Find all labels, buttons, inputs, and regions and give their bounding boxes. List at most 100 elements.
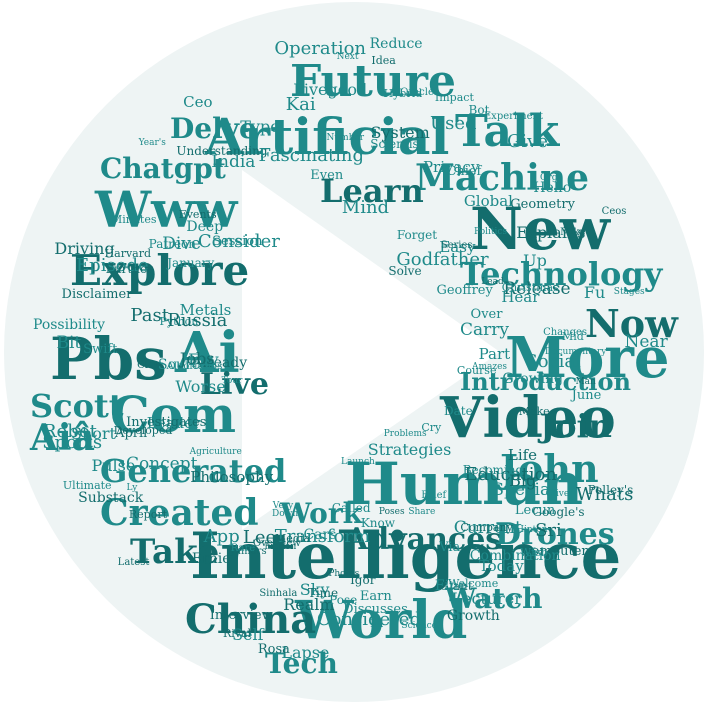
cloud-word: Scott: [30, 387, 124, 425]
cloud-word: Oliver: [545, 489, 574, 500]
cloud-word: Fascinating: [258, 145, 365, 167]
cloud-word: Substack: [78, 490, 144, 507]
cloud-word: Drones: [495, 517, 615, 552]
cloud-word: Science: [401, 621, 437, 632]
cloud-word: Deep: [186, 218, 224, 235]
cloud-word: Already: [192, 354, 248, 371]
cloud-word: Oracle: [400, 86, 434, 98]
cloud-word: Mid: [561, 329, 584, 343]
cloud-word: Www: [95, 180, 238, 239]
cloud-word: Carry: [460, 320, 510, 341]
cloud-word: Human: [345, 450, 584, 518]
cloud-word: Russia: [167, 310, 228, 332]
cloud-word: January: [167, 256, 215, 271]
cloud-word: Type: [240, 117, 280, 137]
cloud-word: Lapse: [281, 642, 330, 662]
cloud-word: Live: [200, 367, 270, 402]
cloud-word: Introduction: [460, 367, 631, 396]
cloud-word: Godfather: [396, 249, 489, 271]
cloud-word: Media: [275, 531, 310, 545]
cloud-word: Lead: [481, 277, 504, 288]
cloud-word: Poses: [378, 506, 405, 517]
cloud-word: Rosa: [257, 641, 290, 657]
cloud-word: Hybrid: [383, 87, 423, 101]
cloud-word: Photos: [328, 568, 360, 579]
cloud-word: Swift: [83, 342, 118, 358]
cloud-word: Bit: [56, 332, 82, 353]
cloud-word: Man: [575, 376, 596, 387]
cloud-word: Special: [492, 480, 556, 501]
cloud-word: Big: [509, 470, 537, 490]
cloud-word: Time: [307, 585, 339, 600]
cloud-word: Python: [159, 314, 199, 328]
cloud-word: Combination: [469, 548, 561, 565]
cloud-word: Fu: [583, 283, 606, 303]
cloud-word: Give: [507, 130, 549, 152]
cloud-word: Hello: [533, 179, 572, 196]
cloud-word: Global: [463, 192, 513, 211]
cloud-word: Reduce: [369, 35, 423, 52]
cloud-word: Com: [110, 385, 237, 444]
cloud-word: Growth: [446, 608, 500, 625]
cloud-word: Bot: [468, 103, 490, 118]
cloud-word: Video: [440, 385, 616, 451]
cloud-word: Christmas: [501, 281, 559, 295]
cloud-word: Near: [624, 331, 668, 352]
cloud-word: June: [571, 388, 602, 404]
cloud-word: Interview: [209, 608, 273, 624]
cloud-word: Machine: [415, 157, 590, 199]
cloud-word: Scientist: [370, 136, 424, 151]
cloud-word: Dive: [162, 233, 201, 254]
cloud-word: Fiction: [264, 541, 297, 552]
cloud-word: Past: [130, 304, 169, 326]
cloud-word: Next: [336, 52, 359, 63]
cloud-word: Release: [503, 278, 571, 299]
cloud-word: Experiment: [483, 111, 543, 123]
cloud-word: Ly: [126, 483, 138, 494]
cloud-word: Ai: [175, 320, 240, 386]
cloud-word: Agriculture: [189, 447, 242, 458]
cloud-word: Juniors: [230, 545, 267, 557]
cloud-word: Transform: [274, 526, 371, 548]
cloud-word: Overview: [252, 538, 301, 550]
cloud-word: Understanding: [176, 144, 268, 159]
cloud-word: Events: [178, 208, 217, 221]
cloud-word: Rare: [230, 543, 256, 555]
cloud-word: System: [370, 122, 430, 142]
cloud-word: Sinhala: [259, 588, 298, 600]
cloud-word: Impact: [434, 91, 474, 104]
cloud-word: Changes: [543, 326, 588, 338]
cloud-word: Episode: [76, 254, 149, 276]
cloud-word: Life: [507, 446, 538, 465]
cloud-word: Course: [456, 364, 497, 378]
cloud-word: Year's: [138, 138, 166, 149]
cloud-word: Disclaimer: [61, 286, 133, 302]
cloud-word: Investigates: [126, 415, 207, 431]
cloud-word: Down: [272, 508, 299, 519]
cloud-word: Algorithms: [166, 361, 223, 373]
cloud-word: Robot: [42, 421, 97, 443]
cloud-word: Over: [470, 306, 503, 322]
cloud-word: Current: [453, 517, 522, 538]
cloud-word: Take: [130, 532, 220, 572]
cloud-word: Ultimate: [62, 479, 112, 493]
cloud-word: Artificial: [205, 107, 450, 166]
cloud-word: Fine: [434, 577, 467, 594]
cloud-word: Brief: [421, 490, 447, 502]
cloud-word: Leader: [146, 414, 201, 433]
cloud-word: Further: [105, 262, 153, 277]
cloud-word: Work: [280, 497, 362, 530]
cloud-word: Know: [360, 515, 396, 530]
cloud-word: Igor: [350, 573, 376, 588]
cloud-word: Documentary: [544, 346, 607, 357]
cloud-word: Fpv: [188, 349, 219, 369]
cloud-word: Earn: [359, 588, 392, 604]
cloud-word: Lecturer: [451, 589, 522, 609]
cloud-word: Forget: [396, 228, 438, 243]
cloud-word: Pelley's: [587, 483, 634, 498]
cloud-word: Make: [518, 404, 550, 418]
cloud-word: Future: [290, 56, 456, 107]
cloud-word: Patreon: [148, 237, 196, 252]
cloud-word: Latest: [117, 556, 150, 568]
cloud-word: Stages: [613, 286, 645, 297]
